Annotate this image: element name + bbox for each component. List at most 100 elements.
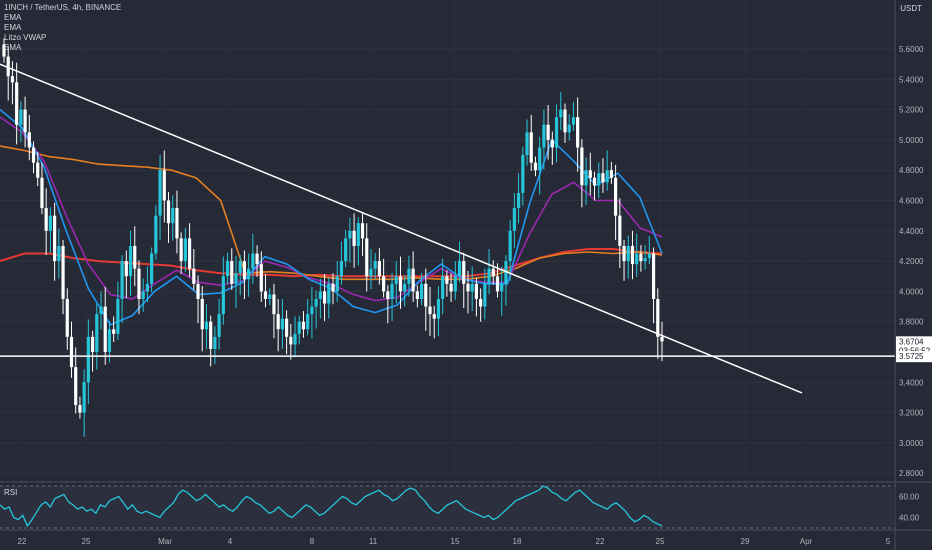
candle-body: [263, 291, 268, 299]
candle: [533, 156, 538, 177]
candle-body: [36, 162, 40, 178]
candle: [584, 157, 588, 206]
candle: [204, 304, 209, 349]
x-tick-label: 11: [369, 537, 378, 546]
candle-body: [318, 291, 322, 299]
candle-body: [255, 253, 259, 265]
time-axis[interactable]: 22 25 Mar 4 8 11 15 18 22 25 29 Apr 5: [18, 537, 891, 546]
candle: [272, 283, 276, 339]
legend-ema-2[interactable]: EMA: [4, 23, 22, 32]
symbol-title[interactable]: 1INCH / TetherUS, 4h, BINANCE: [4, 3, 122, 12]
candle-body: [90, 336, 95, 352]
candle: [352, 213, 356, 268]
x-tick-label: Apr: [800, 537, 813, 546]
candle-body: [474, 283, 479, 299]
candle: [53, 202, 57, 281]
candle-body: [48, 215, 52, 231]
candle: [289, 323, 293, 360]
candle-body: [166, 200, 171, 224]
candle: [382, 258, 386, 298]
y-tick-label: 4.0000: [899, 287, 924, 296]
candle-body: [576, 117, 580, 148]
candle: [411, 251, 415, 303]
candle-body: [221, 276, 225, 315]
candle-body: [377, 261, 381, 277]
candle-body: [175, 208, 179, 239]
candle-body: [365, 238, 369, 277]
candle-body: [508, 230, 512, 262]
candle: [597, 162, 601, 199]
x-tick-label: 15: [451, 537, 460, 546]
candle: [10, 61, 15, 105]
candles: [2, 38, 664, 437]
candle-body: [428, 306, 432, 315]
candle: [508, 220, 512, 281]
candle: [403, 275, 407, 307]
candle-body: [542, 124, 546, 148]
candle: [128, 230, 133, 296]
legend-vwap[interactable]: Litzo VWAP: [4, 33, 47, 42]
candle: [86, 319, 90, 405]
candle-body: [192, 268, 196, 284]
candle-body: [179, 238, 183, 262]
candle-body: [419, 283, 424, 299]
candle-body: [369, 268, 373, 277]
candle-body: [141, 291, 145, 299]
candle: [424, 268, 428, 331]
candle-body: [500, 283, 504, 292]
legend: 1INCH / TetherUS, 4h, BINANCE EMA EMA Li…: [4, 3, 121, 53]
candle-body: [217, 314, 221, 337]
x-tick-label: 25: [82, 537, 91, 546]
candle: [559, 92, 563, 131]
candle-body: [95, 314, 99, 352]
candle-body: [597, 173, 601, 186]
y-tick-label: 3.8000: [899, 318, 924, 327]
last-price-label: 3.6704: [899, 337, 924, 346]
descending-trendline: [0, 63, 803, 394]
candle: [576, 97, 580, 172]
candle-body: [614, 177, 618, 216]
y-tick-label: 3.2000: [899, 409, 924, 418]
rsi-pane[interactable]: 60.00 40.00: [0, 485, 920, 529]
candle-body: [512, 208, 516, 231]
legend-ema-3[interactable]: EMA: [4, 43, 22, 52]
candle-body: [251, 253, 255, 269]
candle: [521, 146, 525, 206]
rsi-title[interactable]: RSI: [4, 488, 18, 497]
candle-body: [6, 56, 10, 77]
candle-body: [352, 230, 356, 246]
candle-body: [53, 215, 57, 262]
candle: [27, 114, 31, 161]
candle: [310, 286, 314, 339]
candle-body: [128, 245, 133, 277]
candle-body: [618, 215, 622, 246]
candle: [69, 321, 74, 378]
candle: [74, 347, 78, 414]
candle: [605, 150, 609, 191]
candle-body: [242, 261, 247, 280]
candle-body: [306, 314, 310, 330]
candle: [57, 228, 61, 279]
rsi-band: [0, 486, 895, 528]
candle-body: [65, 298, 69, 337]
candle: [457, 241, 462, 283]
candle-body: [124, 261, 128, 277]
candle: [166, 192, 171, 243]
candle: [639, 245, 643, 272]
legend-ema-1[interactable]: EMA: [4, 13, 22, 22]
candle: [150, 247, 154, 293]
candle: [36, 152, 40, 187]
candle: [449, 273, 453, 303]
candle: [546, 105, 550, 160]
rsi-line: [0, 485, 663, 528]
candle-body: [200, 298, 204, 330]
candle: [280, 298, 284, 349]
candle: [158, 155, 162, 240]
candle: [500, 266, 504, 316]
rsi-tick-label: 40.00: [899, 514, 920, 523]
candle: [2, 38, 6, 63]
candle: [242, 250, 247, 299]
candle-body: [453, 276, 457, 292]
